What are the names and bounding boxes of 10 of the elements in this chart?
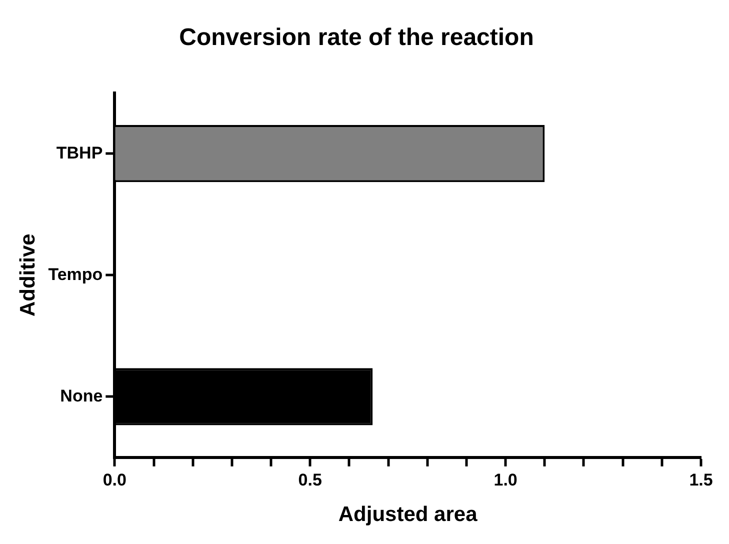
y-tick-label: None [60, 386, 103, 406]
x-axis-title: Adjusted area [338, 503, 478, 526]
y-axis-title: Additive [16, 234, 40, 317]
chart-title: Conversion rate of the reaction [179, 24, 534, 52]
x-tick-label: 0.5 [298, 470, 322, 490]
y-tick-label: TBHP [56, 143, 103, 162]
x-tick-label: 1.0 [494, 470, 518, 490]
x-tick-label: 1.5 [689, 470, 713, 490]
x-tick-label: 0.0 [102, 470, 126, 490]
y-tick-label: Tempo [48, 264, 103, 284]
